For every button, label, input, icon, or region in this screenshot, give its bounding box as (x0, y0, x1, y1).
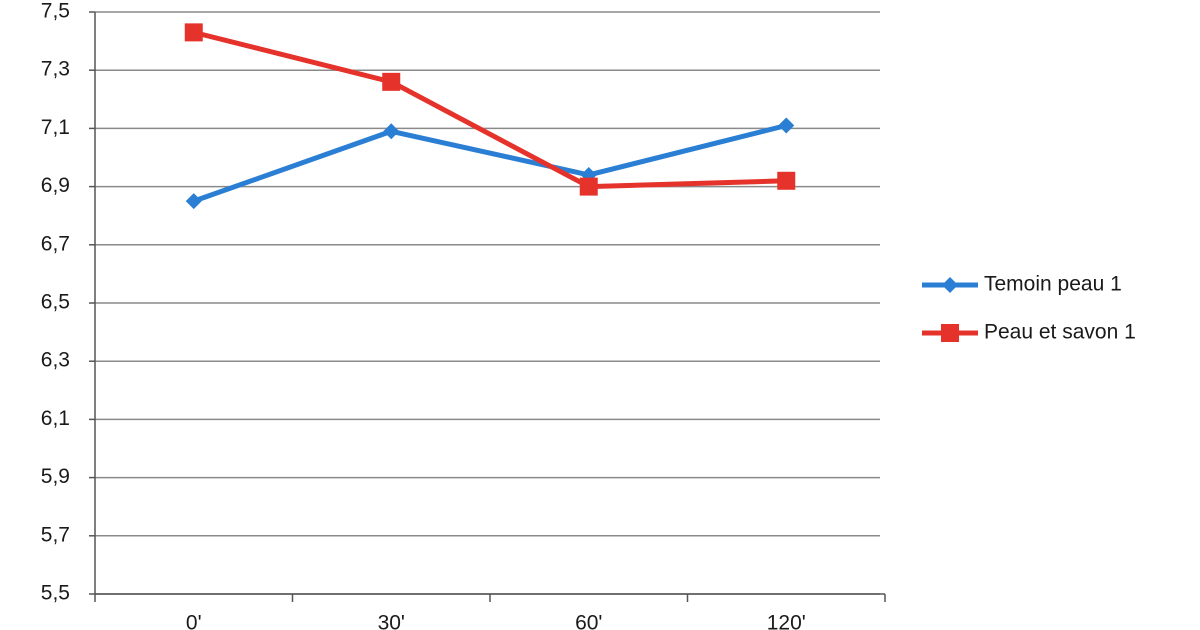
series-line (193, 29, 787, 190)
y-tick-label: 6,9 (41, 174, 70, 197)
marker (383, 123, 400, 140)
y-tick-label: 7,1 (41, 116, 70, 139)
legend-marker (942, 277, 958, 293)
x-tick-label: 60' (575, 612, 602, 630)
y-tick-label: 6,7 (41, 232, 70, 255)
marker (579, 177, 598, 196)
y-tick-label: 6,5 (41, 291, 70, 314)
marker (185, 193, 202, 210)
y-tick-label: 5,7 (41, 523, 70, 546)
y-tick-label: 6,1 (41, 407, 70, 430)
y-tick-label: 5,5 (41, 582, 70, 605)
legend-marker (941, 324, 959, 342)
x-tick-label: 120' (767, 612, 806, 630)
x-tick-label: 0' (186, 612, 202, 630)
marker (382, 72, 401, 91)
marker (778, 117, 795, 134)
marker (777, 171, 796, 190)
marker (184, 23, 203, 42)
y-tick-label: 7,3 (41, 58, 70, 81)
legend-label: Temoin peau 1 (984, 273, 1122, 296)
series-line (192, 123, 787, 204)
x-tick-label: 30' (378, 612, 405, 630)
y-tick-label: 5,9 (41, 465, 70, 488)
legend-label: Peau et savon 1 (984, 321, 1136, 344)
y-tick-label: 7,5 (41, 0, 70, 23)
y-tick-label: 6,3 (41, 349, 70, 372)
